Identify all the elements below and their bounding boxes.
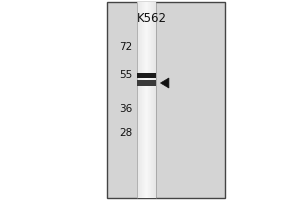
Bar (139, 2, 140, 198)
Bar (145, 2, 146, 198)
Bar (149, 2, 150, 198)
Text: 36: 36 (119, 104, 132, 114)
Bar (147, 2, 148, 198)
Bar (143, 2, 144, 198)
Bar (152, 2, 153, 198)
Bar (106, 2, 225, 198)
Text: 72: 72 (119, 42, 132, 52)
Bar (137, 2, 138, 198)
Bar (136, 80, 156, 86)
Polygon shape (160, 78, 169, 88)
Bar (144, 2, 145, 198)
Bar (138, 2, 139, 198)
Bar (136, 2, 137, 198)
Bar (151, 2, 152, 198)
Bar (155, 2, 156, 198)
Bar (142, 2, 143, 198)
Bar (140, 2, 141, 198)
Bar (141, 2, 142, 198)
Bar (136, 72, 156, 77)
Bar (153, 2, 154, 198)
Bar (150, 2, 151, 198)
Text: K562: K562 (136, 12, 166, 25)
Bar (154, 2, 155, 198)
Text: 55: 55 (119, 70, 132, 80)
Text: 28: 28 (119, 128, 132, 138)
Bar (148, 2, 149, 198)
Bar (146, 2, 147, 198)
